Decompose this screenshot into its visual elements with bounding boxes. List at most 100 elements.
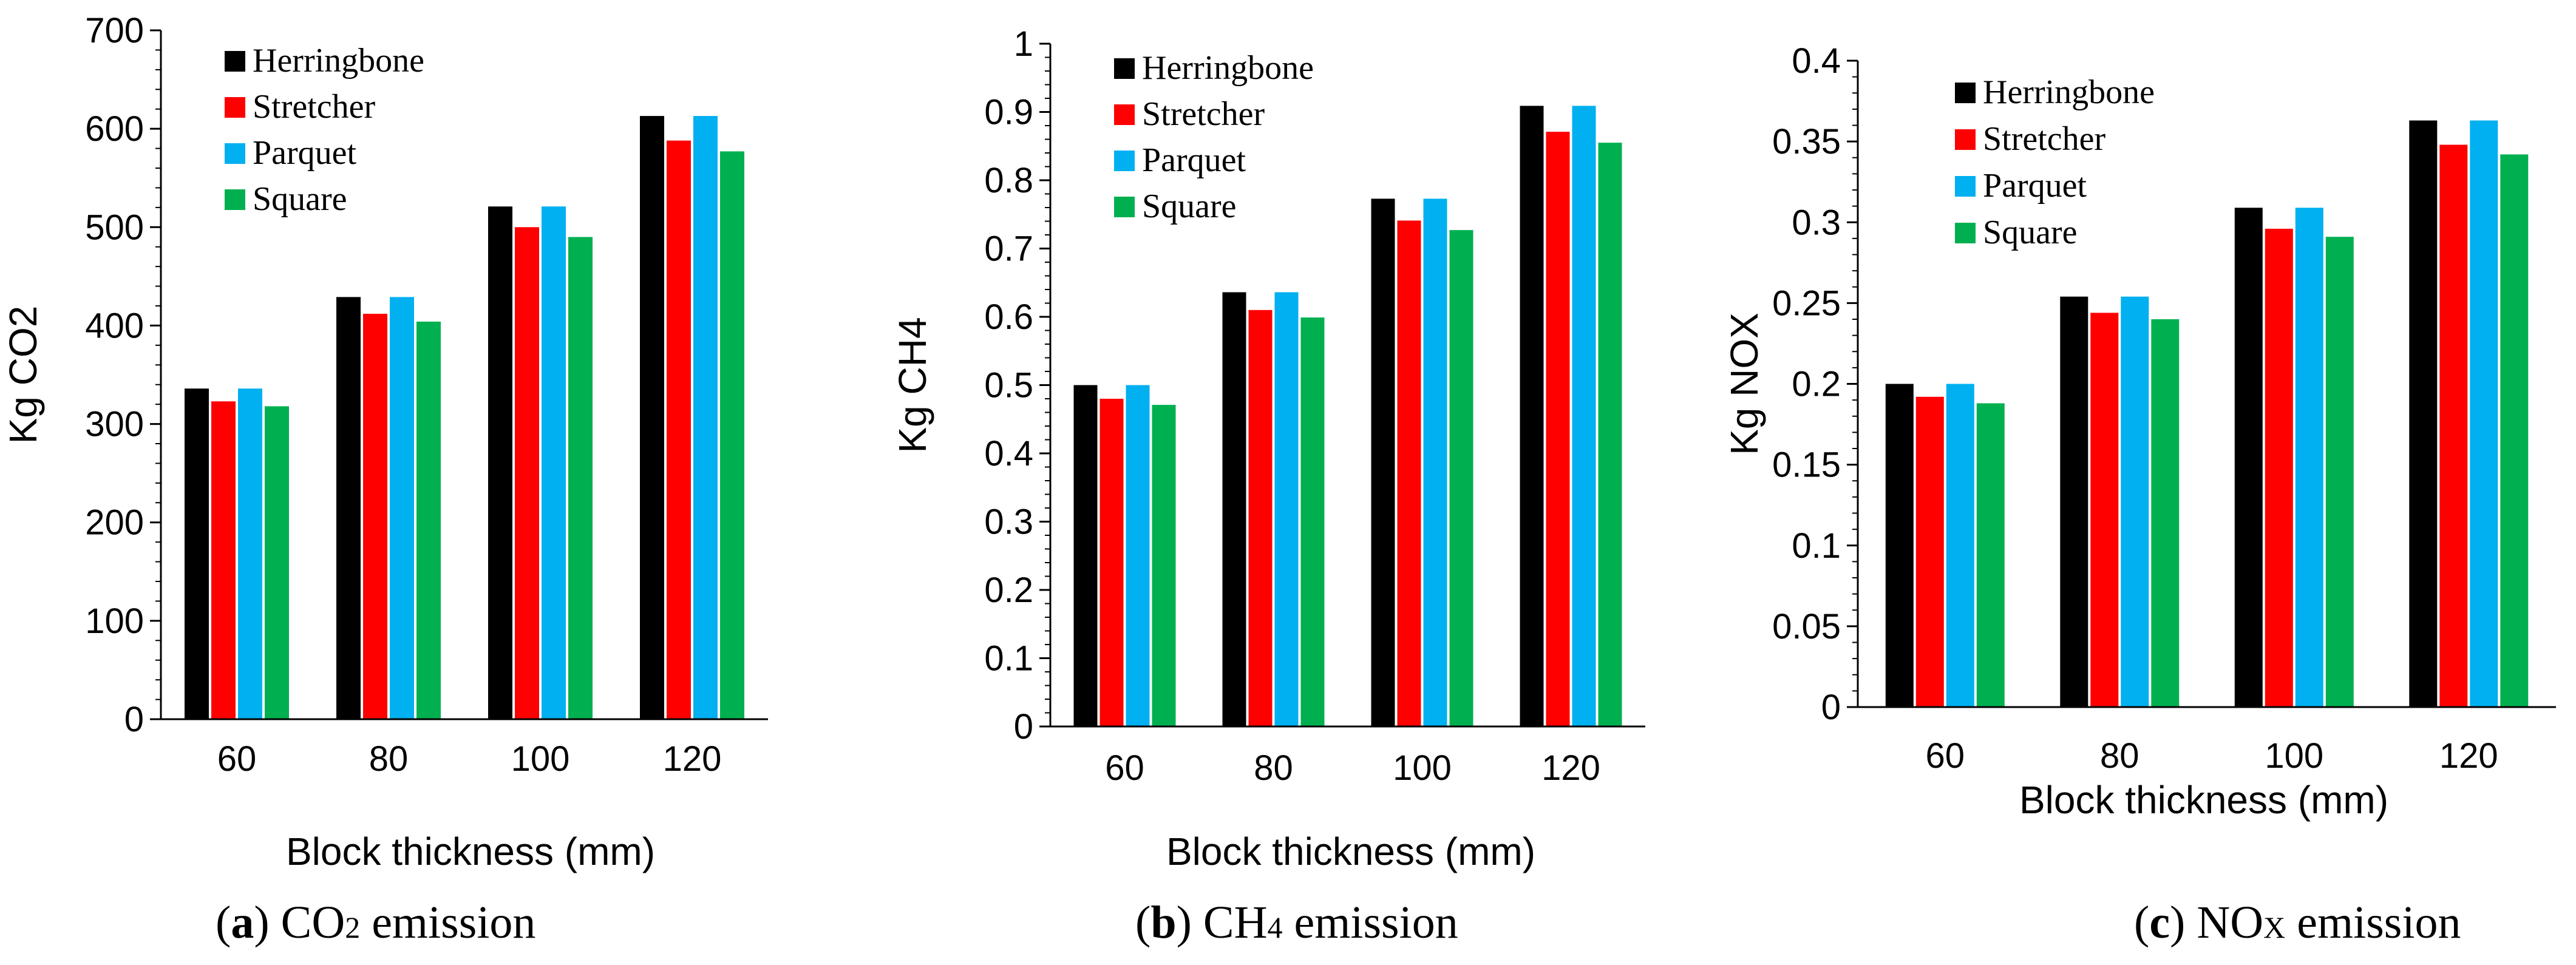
caption-sub: 2 (345, 910, 360, 944)
caption-open: ( (2134, 897, 2149, 948)
legend-swatch-herringbone (1955, 83, 1976, 103)
bar-herringbone-100 (1371, 198, 1395, 726)
bar-square-60 (1152, 405, 1176, 726)
bar-stretcher-100 (1397, 220, 1421, 726)
y-tick-label: 0.1 (984, 639, 1033, 679)
legend-label-stretcher: Stretcher (1983, 120, 2105, 158)
bar-herringbone-120 (1520, 106, 1544, 726)
caption-letter: a (231, 897, 254, 948)
x-tick-label: 80 (1254, 748, 1293, 788)
legend-label-stretcher: Stretcher (1142, 95, 1265, 133)
bar-stretcher-80 (1248, 310, 1273, 727)
legend-label-herringbone: Herringbone (1142, 49, 1314, 87)
x-axis-label: Block thickness (mm) (2019, 778, 2388, 822)
caption-pre: CH (1192, 897, 1268, 948)
bar-parquet-100 (2295, 208, 2323, 707)
bar-parquet-120 (693, 116, 718, 720)
caption-pre: NO (2185, 897, 2263, 948)
caption-open: ( (216, 897, 231, 948)
legend-swatch-parquet (1114, 151, 1135, 171)
bar-stretcher-100 (2265, 228, 2293, 707)
bar-square-120 (2500, 154, 2529, 707)
caption-letter: b (1150, 897, 1176, 948)
legend-label-parquet: Parquet (1142, 141, 1246, 179)
x-tick-label: 100 (511, 739, 570, 779)
bar-stretcher-60 (211, 401, 236, 719)
bar-square-100 (2325, 237, 2354, 707)
y-axis-label: Kg CH4 (891, 317, 934, 453)
caption-sub: 4 (1267, 910, 1282, 944)
bar-herringbone-80 (2060, 296, 2088, 707)
y-tick-label: 0.6 (984, 297, 1033, 337)
caption-letter: c (2149, 897, 2170, 948)
legend-swatch-herringbone (225, 51, 245, 72)
legend-swatch-parquet (1955, 176, 1976, 197)
y-axis-label: Kg NOX (1722, 313, 1766, 455)
bar-square-60 (265, 406, 289, 719)
bar-square-80 (1300, 317, 1325, 726)
legend-swatch-stretcher (225, 97, 245, 118)
caption-close: ) (254, 897, 269, 948)
x-tick-label: 120 (663, 739, 722, 779)
y-tick-label: 0.9 (984, 93, 1033, 132)
legend-label-square: Square (253, 180, 347, 218)
legend: Herringbone Stretcher Parquet Square (225, 42, 424, 218)
y-tick-label: 200 (85, 503, 144, 543)
y-tick-label: 0.4 (1792, 41, 1841, 81)
bar-herringbone-80 (1222, 292, 1246, 726)
caption-post: emission (2285, 897, 2461, 948)
y-tick-label: 0 (1821, 688, 1841, 727)
bar-herringbone-60 (1073, 385, 1098, 726)
y-tick-label: 700 (85, 11, 144, 50)
caption-open: ( (1135, 897, 1150, 948)
figure-caption: (a) CO2 emission (216, 897, 535, 948)
y-tick-label: 0.2 (984, 571, 1033, 610)
legend: Herringbone Stretcher Parquet Square (1114, 49, 1314, 225)
y-axis-label: Kg CO2 (1, 306, 45, 444)
legend-swatch-parquet (225, 143, 245, 164)
y-tick-label: 600 (85, 109, 144, 149)
legend-label-stretcher: Stretcher (253, 88, 375, 126)
y-tick-label: 0 (124, 700, 144, 739)
legend-swatch-square (225, 189, 245, 210)
y-tick-label: 0.15 (1772, 445, 1841, 485)
bar-stretcher-120 (2439, 144, 2468, 707)
x-tick-label: 60 (1926, 736, 1965, 776)
caption-sub: X (2263, 910, 2285, 944)
y-tick-label: 0.3 (1792, 203, 1841, 242)
bar-stretcher-120 (667, 140, 691, 720)
chart-3: 60 80 100 120 0 0.05 0.1 0.15 0.2 0.25 0.3 0.35 0.4 K… (1722, 41, 2556, 948)
y-tick-label: 0.2 (1792, 365, 1841, 404)
legend-label-herringbone: Herringbone (1983, 73, 2155, 111)
y-tick-label: 0.8 (984, 161, 1033, 200)
legend-label-parquet: Parquet (1983, 167, 2087, 205)
bar-square-60 (1976, 403, 2005, 707)
x-tick-label: 80 (369, 739, 409, 779)
bar-square-80 (416, 321, 441, 719)
y-tick-label: 0.05 (1772, 607, 1841, 646)
caption-close: ) (1177, 897, 1192, 948)
y-tick-label: 0.7 (984, 229, 1033, 269)
bar-parquet-60 (1126, 385, 1150, 726)
bar-herringbone-80 (336, 297, 361, 719)
bar-parquet-120 (1572, 106, 1596, 726)
bar-square-80 (2151, 319, 2180, 707)
caption-post: emission (1282, 897, 1458, 948)
y-tick-label: 0.1 (1792, 526, 1841, 566)
x-tick-label: 60 (217, 739, 257, 779)
bar-stretcher-60 (1915, 396, 1944, 707)
legend-label-parquet: Parquet (253, 134, 357, 172)
legend-swatch-stretcher (1114, 104, 1135, 125)
legend-label-square: Square (1983, 214, 2078, 251)
legend-swatch-stretcher (1955, 129, 1976, 150)
y-tick-label: 0.25 (1772, 283, 1841, 323)
x-axis-label: Block thickness (mm) (1166, 830, 1535, 873)
bar-parquet-120 (2470, 120, 2498, 707)
bar-parquet-100 (1423, 198, 1447, 726)
figure-caption: (c) NOX emission (2134, 897, 2461, 948)
legend-label-herringbone: Herringbone (253, 42, 424, 80)
x-tick-label: 100 (2265, 736, 2323, 776)
bar-herringbone-60 (185, 388, 209, 719)
legend-swatch-herringbone (1114, 58, 1135, 79)
bar-herringbone-100 (2234, 208, 2263, 707)
